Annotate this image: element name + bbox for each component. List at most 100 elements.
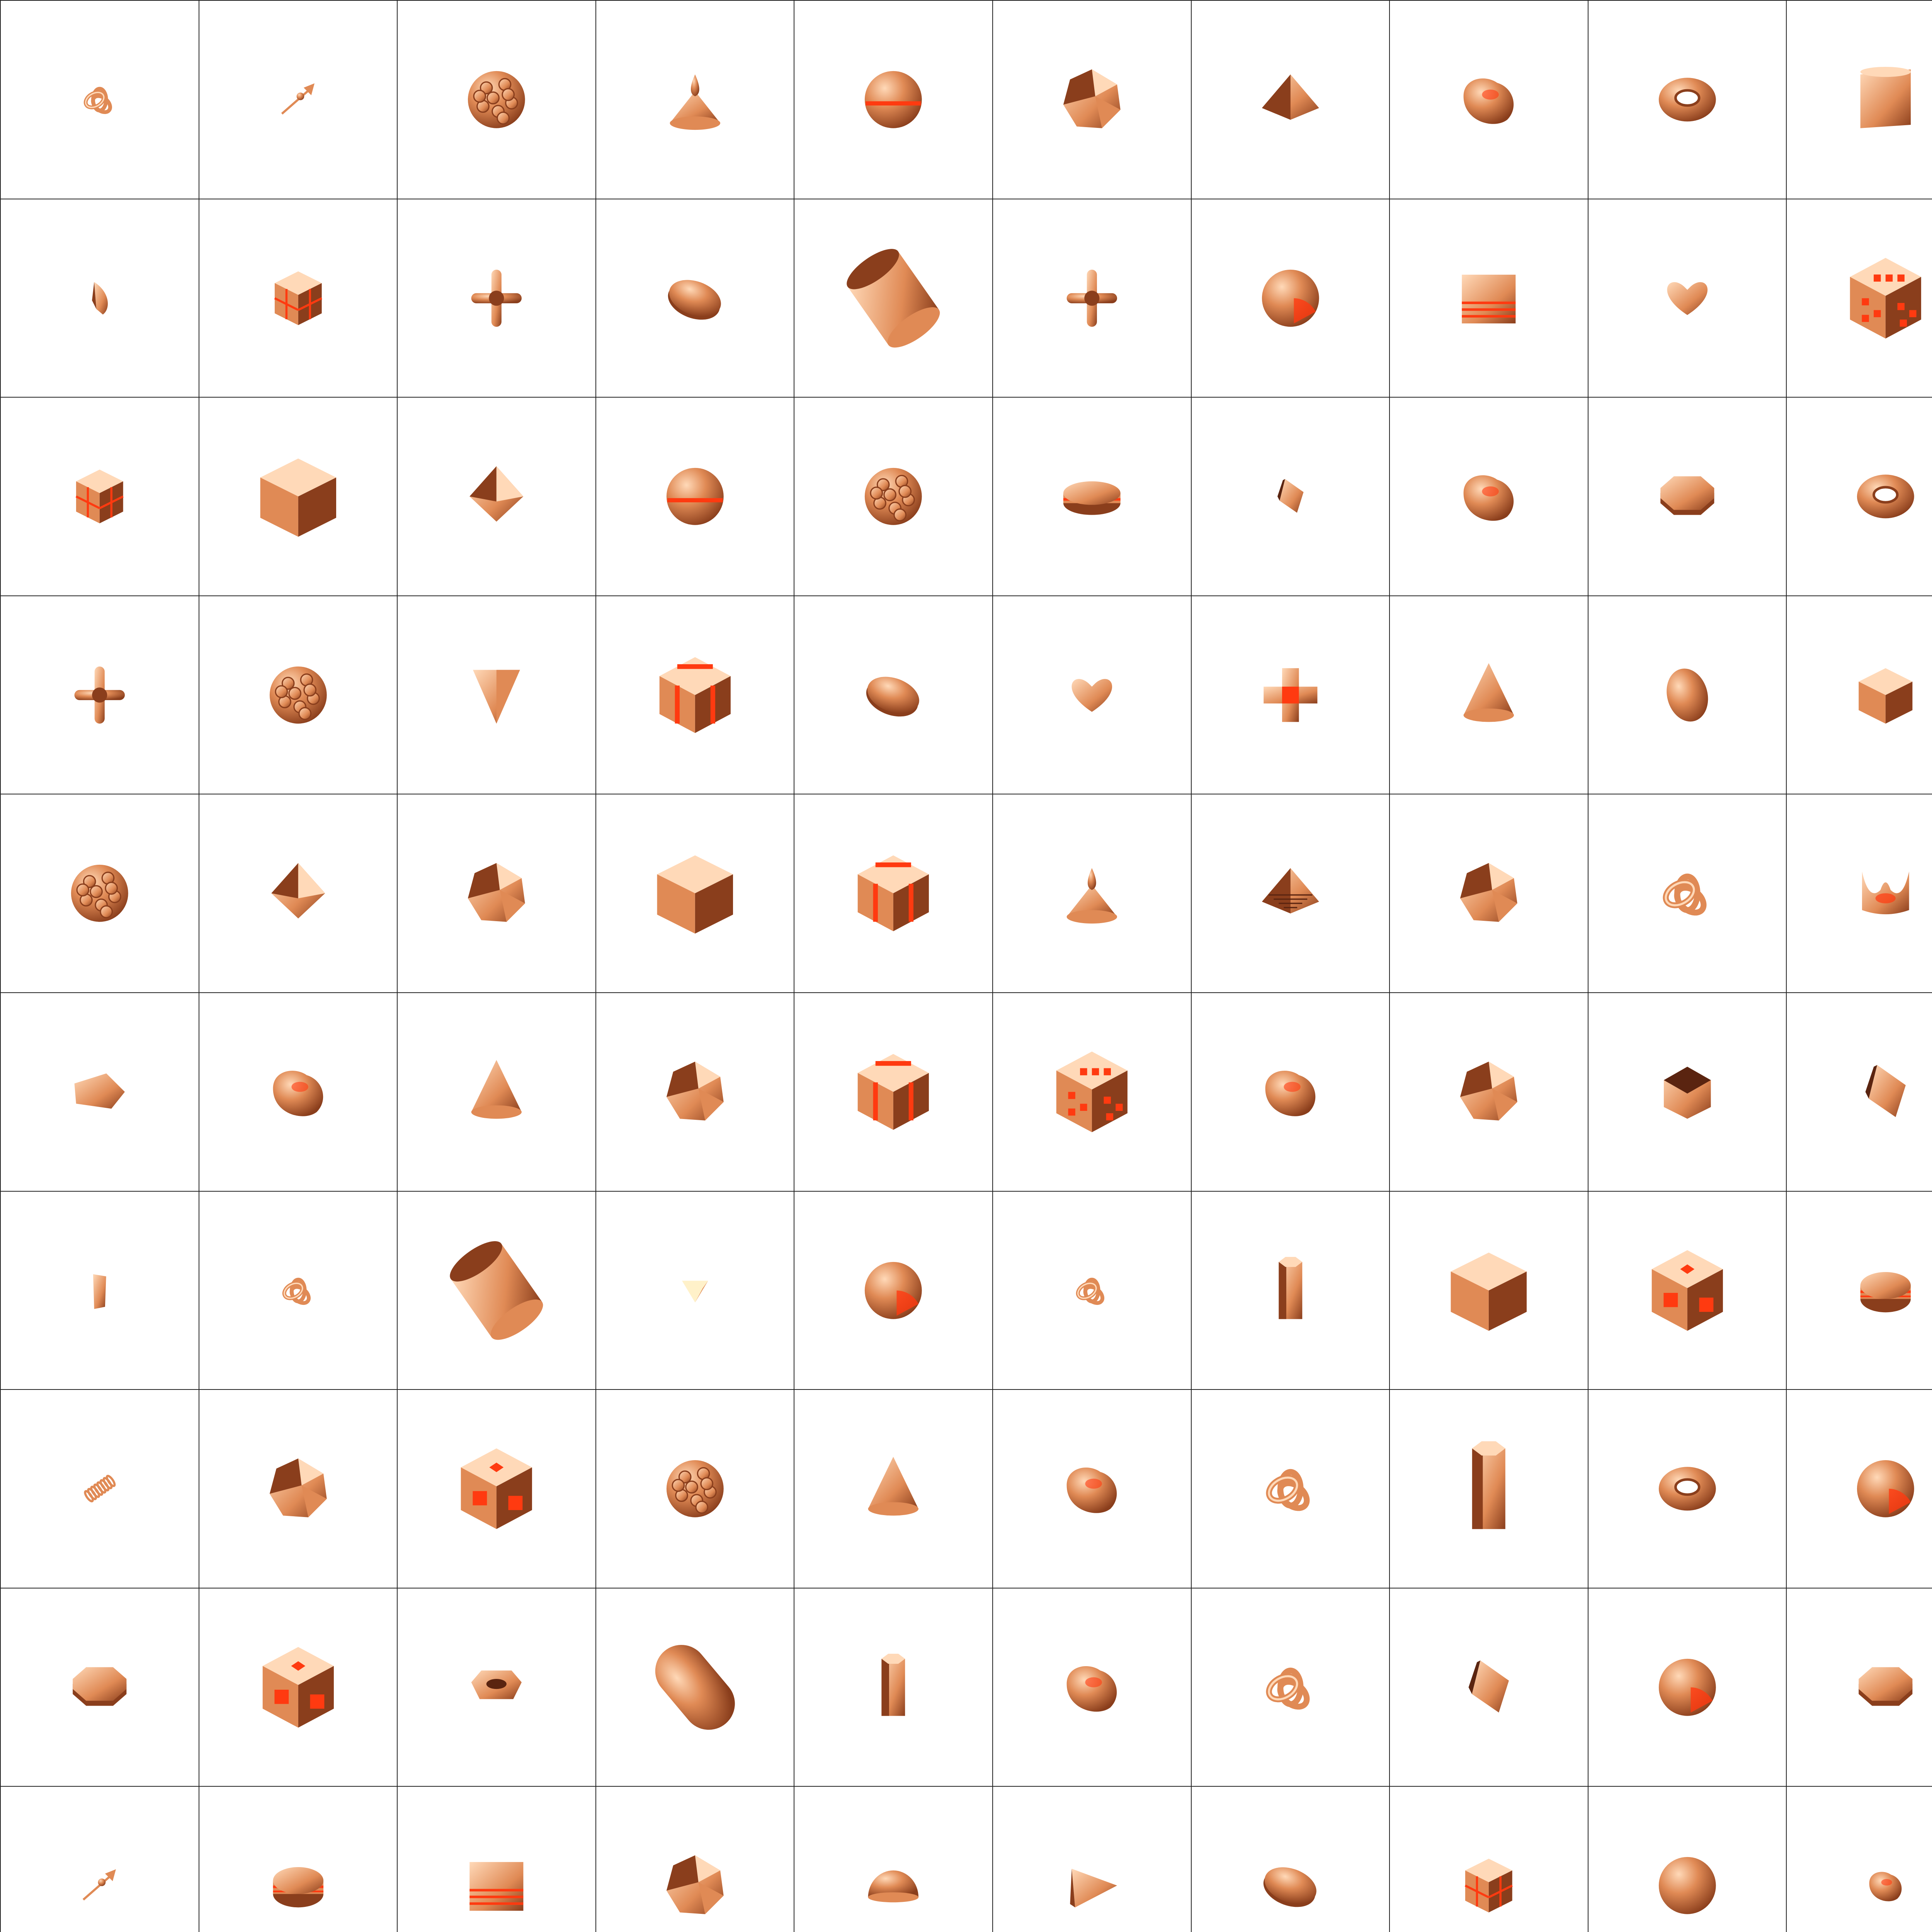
hex-column-object [881,1653,905,1716]
grid-cell-r3-c9 [1588,398,1787,596]
pyramid-light-object [682,1281,708,1303]
object-render [468,71,525,128]
grid-cell-r6-c7 [1191,993,1390,1192]
grid-cell-r6-c6 [993,993,1192,1192]
grid-cell-r9-c3 [398,1588,596,1787]
grid-cell-r9-c4 [596,1588,795,1787]
grid-cell-r1-c2 [199,1,398,199]
object-render [1859,1667,1913,1706]
object-render [868,1871,919,1903]
ellipse-disk-object [668,280,721,320]
grid-cell-r1-c1 [1,1,199,199]
object-render [865,468,922,525]
blob-object [1066,1468,1117,1513]
grid-cell-r4-c6 [993,596,1192,795]
grid-cell-r1-c7 [1191,1,1390,199]
object-render [1063,481,1121,515]
grid-cell-r8-c1 [1,1390,199,1588]
cross-3d-object [471,269,522,327]
egg-object [1667,668,1708,722]
object-render [461,1448,532,1529]
grid-cell-r5-c7 [1191,794,1390,993]
grid-cell-r1-c3 [398,1,596,199]
object-render [1277,479,1304,513]
slanted-prism-object [1468,1660,1509,1713]
object-render [1263,1867,1316,1907]
object-render [666,1061,724,1121]
object-render [1658,1658,1716,1716]
jack-cube-object [858,855,929,932]
object-render [1667,282,1708,315]
ellipse-disk-object [866,677,920,717]
octagon-slab-object [73,1667,127,1706]
sphere-cutout-object [865,1262,922,1319]
grid-cell-r8-c6 [993,1390,1192,1588]
grid-cell-r6-c9 [1588,993,1787,1192]
grid-cell-r5-c4 [596,794,795,993]
grid-cell-r3-c3 [398,398,596,596]
grid-cell-r6-c2 [199,993,398,1192]
object-render [1869,1872,1902,1901]
object-render [1667,668,1708,722]
hollow-cube-object [262,1647,334,1728]
grid-cell-r8-c3 [398,1390,596,1588]
grid-cell-r2-c8 [1390,199,1588,398]
knot-object [282,1277,311,1305]
grid-cell-r4-c2 [199,596,398,795]
object-render [84,1475,116,1503]
knot-object [83,87,112,114]
grid-cell-r10-c2 [199,1787,398,1932]
object-render [1663,874,1707,916]
object-render [1265,1071,1315,1116]
grid-cell-r2-c4 [596,199,795,398]
grid-cell-r1-c10 [1787,1,1932,199]
grid-cell-r7-c2 [199,1191,398,1390]
wedge-object [92,282,108,315]
grid-cell-r6-c5 [794,993,993,1192]
grid-cell-r4-c1 [1,596,199,795]
object-render [1056,1051,1128,1133]
object-render [1066,269,1117,327]
grid-cell-r4-c3 [398,596,596,795]
split-cube-object [274,271,322,325]
object-render [1463,475,1514,521]
grid-cell-r4-c8 [1390,596,1588,795]
object-render [1658,78,1716,122]
grid-cell-r4-c9 [1588,596,1787,795]
split-cube-object [75,469,124,524]
object-render [75,469,124,524]
grid-cell-r1-c4 [596,1,795,199]
grid-cell-r9-c9 [1588,1588,1787,1787]
bumpy-sphere-object [71,865,128,922]
cone-with-drop-object [1066,868,1117,924]
sphere-cutout-object [1658,1658,1716,1716]
grid-cell-r1-c9 [1588,1,1787,199]
grid-cell-r4-c7 [1191,596,1390,795]
stacked-slab-object [469,1862,524,1911]
cone-object [471,1060,522,1119]
grid-cell-r7-c9 [1588,1191,1787,1390]
object-render [1857,1460,1915,1517]
object-render [273,1071,323,1116]
cube-object [1859,668,1913,724]
bumpy-sphere-object [865,468,922,525]
faceted-sphere-object [1460,863,1517,922]
cone-object [1463,663,1514,722]
banded-disk-object [273,1867,323,1908]
cross-3d-object [1066,269,1117,327]
pyramid-object [1262,74,1319,120]
jack-cube-object [858,1054,929,1130]
cone-with-drop-object [670,74,720,130]
object-render [1076,1277,1104,1305]
grid-cell-r2-c1 [1,199,199,398]
blob-object [1265,1071,1315,1116]
grid-cell-r9-c6 [993,1588,1192,1787]
grid-cell-r5-c10 [1787,794,1932,993]
object-render [1850,258,1922,338]
grid-cell-r8-c4 [596,1390,795,1588]
object-render [1658,1467,1716,1511]
object-render [858,855,929,932]
grid-cell-r3-c2 [199,398,398,596]
triangle-slab-object [1070,1869,1117,1908]
object-render [1660,476,1714,515]
